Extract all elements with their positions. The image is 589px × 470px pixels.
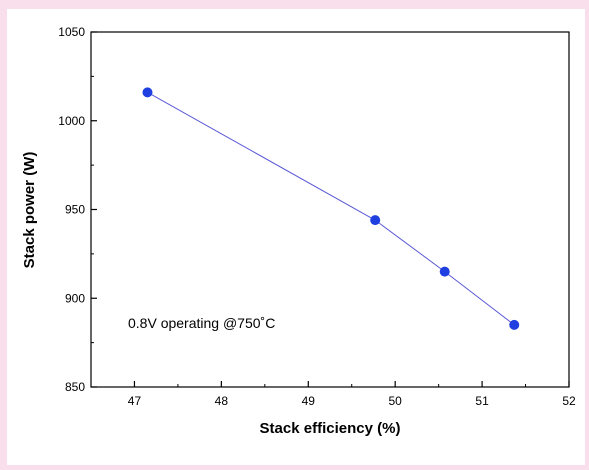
y-tick-label: 1050 bbox=[58, 25, 85, 39]
y-tick-label: 1000 bbox=[58, 114, 85, 128]
data-point bbox=[439, 266, 450, 277]
data-point bbox=[370, 215, 381, 226]
x-tick-label: 47 bbox=[128, 394, 142, 408]
ticks-layer: 47 48 49 50 51 52 850 900 950 1000 1050 bbox=[58, 25, 576, 408]
y-tick-label: 850 bbox=[65, 380, 85, 394]
data-point bbox=[509, 319, 520, 330]
x-tick-label: 48 bbox=[215, 394, 229, 408]
operating-annotation: 0.8V operating @750˚C bbox=[128, 315, 275, 331]
x-tick-label: 52 bbox=[562, 394, 576, 408]
y-axis-title: Stack power (W) bbox=[21, 152, 38, 269]
data-point bbox=[142, 87, 153, 98]
chart-panel bbox=[7, 9, 585, 465]
plot-frame bbox=[90, 31, 570, 388]
series-line bbox=[147, 91, 515, 326]
x-tick-label: 49 bbox=[302, 394, 316, 408]
y-tick-label: 900 bbox=[65, 291, 85, 305]
x-axis-title: Stack efficiency (%) bbox=[260, 420, 401, 437]
points-layer bbox=[142, 87, 520, 330]
x-tick-label: 51 bbox=[475, 394, 489, 408]
x-tick-label: 50 bbox=[389, 394, 403, 408]
y-tick-label: 950 bbox=[65, 203, 85, 217]
